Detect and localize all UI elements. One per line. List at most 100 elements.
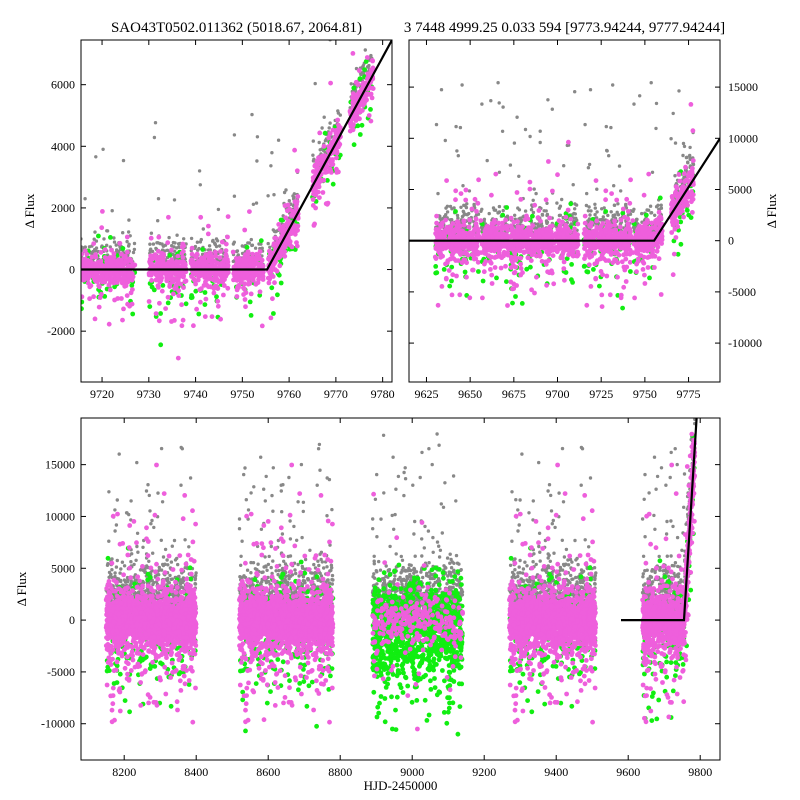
scatter-point-pink xyxy=(366,113,372,118)
scatter-point-pink xyxy=(571,242,577,248)
scatter-point-green xyxy=(357,132,363,137)
scatter-point-pink xyxy=(503,263,508,269)
scatter-point-gray xyxy=(461,210,466,214)
scatter-point-pink xyxy=(313,162,318,168)
scatter-point-pink xyxy=(223,241,229,247)
scatter-point-gray xyxy=(595,187,599,191)
scatter-point-pink xyxy=(603,228,609,234)
scatter-point-pink xyxy=(242,281,248,287)
scatter-point-gray xyxy=(255,135,260,139)
scatter-point-pink xyxy=(370,66,376,72)
scatter-point-pink xyxy=(649,220,655,226)
scatter-point-gray xyxy=(198,183,202,187)
scatter-point-gray xyxy=(474,213,479,217)
scatter-point-pink xyxy=(515,228,520,234)
scatter-point-pink xyxy=(514,190,520,195)
scatter-point-pink xyxy=(647,235,652,241)
scatter-point-gray xyxy=(626,213,630,217)
scatter-point-pink xyxy=(575,242,581,248)
scatter-point-pink xyxy=(93,254,99,260)
scatter-point-pink xyxy=(221,283,227,288)
scatter-point-pink xyxy=(592,250,597,256)
scatter-point-pink xyxy=(453,188,459,194)
scatter-point-gray xyxy=(182,237,186,241)
scatter-point-pink xyxy=(607,292,613,298)
scatter-point-pink xyxy=(508,254,514,260)
scatter-point-pink xyxy=(209,260,214,266)
scatter-point-pink xyxy=(87,264,93,270)
scatter-point-gray xyxy=(354,3,357,6)
scatter-point-green xyxy=(494,275,499,281)
scatter-point-gray xyxy=(101,147,105,151)
scatter-point-pink xyxy=(581,231,587,236)
scatter-point-gray xyxy=(240,244,244,248)
scatter-point-pink xyxy=(503,217,508,223)
scatter-point-green xyxy=(158,311,164,316)
scatter-point-gray xyxy=(574,216,578,220)
scatter-point-pink xyxy=(157,269,163,275)
scatter-point-gray xyxy=(369,53,373,58)
scatter-point-pink xyxy=(122,270,127,275)
scatter-point-gray xyxy=(472,204,476,208)
scatter-point-pink xyxy=(494,235,499,241)
scatter-point-gray xyxy=(600,207,604,211)
scatter-point-pink xyxy=(129,301,135,307)
scatter-point-gray xyxy=(496,81,500,85)
scatter-point-gray xyxy=(175,246,179,250)
scatter-point-pink xyxy=(248,274,254,280)
scatter-point-pink xyxy=(285,238,291,244)
scatter-point-pink xyxy=(258,269,264,275)
scatter-point-gray xyxy=(467,221,472,225)
scatter-point-pink xyxy=(218,316,224,322)
scatter-point-pink xyxy=(523,234,529,240)
scatter-point-pink xyxy=(612,230,618,236)
scatter-point-pink xyxy=(156,260,161,265)
scatter-point-pink xyxy=(546,252,551,257)
scatter-point-pink xyxy=(518,197,524,202)
scatter-point-green xyxy=(597,283,602,289)
scatter-point-pink xyxy=(615,274,620,280)
scatter-point-pink xyxy=(600,272,605,278)
scatter-point-green xyxy=(351,85,357,91)
scatter-point-pink xyxy=(283,215,289,221)
scatter-point-pink xyxy=(615,260,621,266)
scatter-point-gray xyxy=(605,149,609,153)
scatter-point-gray xyxy=(93,230,97,234)
scatter-point-gray xyxy=(588,213,592,217)
scatter-point-pink xyxy=(538,218,543,224)
scatter-point-pink xyxy=(328,80,333,86)
scatter-point-pink xyxy=(512,270,518,275)
scatter-point-pink xyxy=(277,263,283,269)
scatter-point-pink xyxy=(463,197,469,203)
scatter-point-gray xyxy=(480,226,484,230)
scatter-point-green xyxy=(524,266,530,272)
scatter-point-pink xyxy=(624,196,630,202)
scatter-point-pink xyxy=(486,242,491,248)
scatter-point-green xyxy=(278,217,284,223)
scatter-point-pink xyxy=(461,218,467,224)
scatter-point-pink xyxy=(582,220,588,226)
scatter-point-pink xyxy=(475,259,481,265)
scatter-point-pink xyxy=(603,258,609,263)
scatter-point-pink xyxy=(220,279,226,285)
scatter-point-pink xyxy=(543,232,549,238)
scatter-point-pink xyxy=(370,86,376,91)
scatter-point-pink xyxy=(528,249,533,255)
scatter-point-pink xyxy=(473,216,479,222)
scatter-point-gray xyxy=(105,229,109,233)
scatter-point-pink xyxy=(179,323,185,329)
scatter-point-gray xyxy=(247,241,251,245)
scatter-point-green xyxy=(202,302,208,307)
scatter-point-pink xyxy=(641,254,647,260)
scatter-point-pink xyxy=(597,256,603,262)
scatter-point-pink xyxy=(587,234,593,240)
scatter-point-gray xyxy=(93,249,98,253)
scatter-point-pink xyxy=(273,241,278,247)
scatter-point-gray xyxy=(149,231,154,235)
scatter-point-pink xyxy=(640,226,646,232)
scatter-point-gray xyxy=(235,249,239,254)
scatter-point-pink xyxy=(172,286,178,291)
scatter-point-gray xyxy=(540,212,545,217)
scatter-point-gray xyxy=(611,83,615,87)
scatter-point-pink xyxy=(634,269,639,275)
